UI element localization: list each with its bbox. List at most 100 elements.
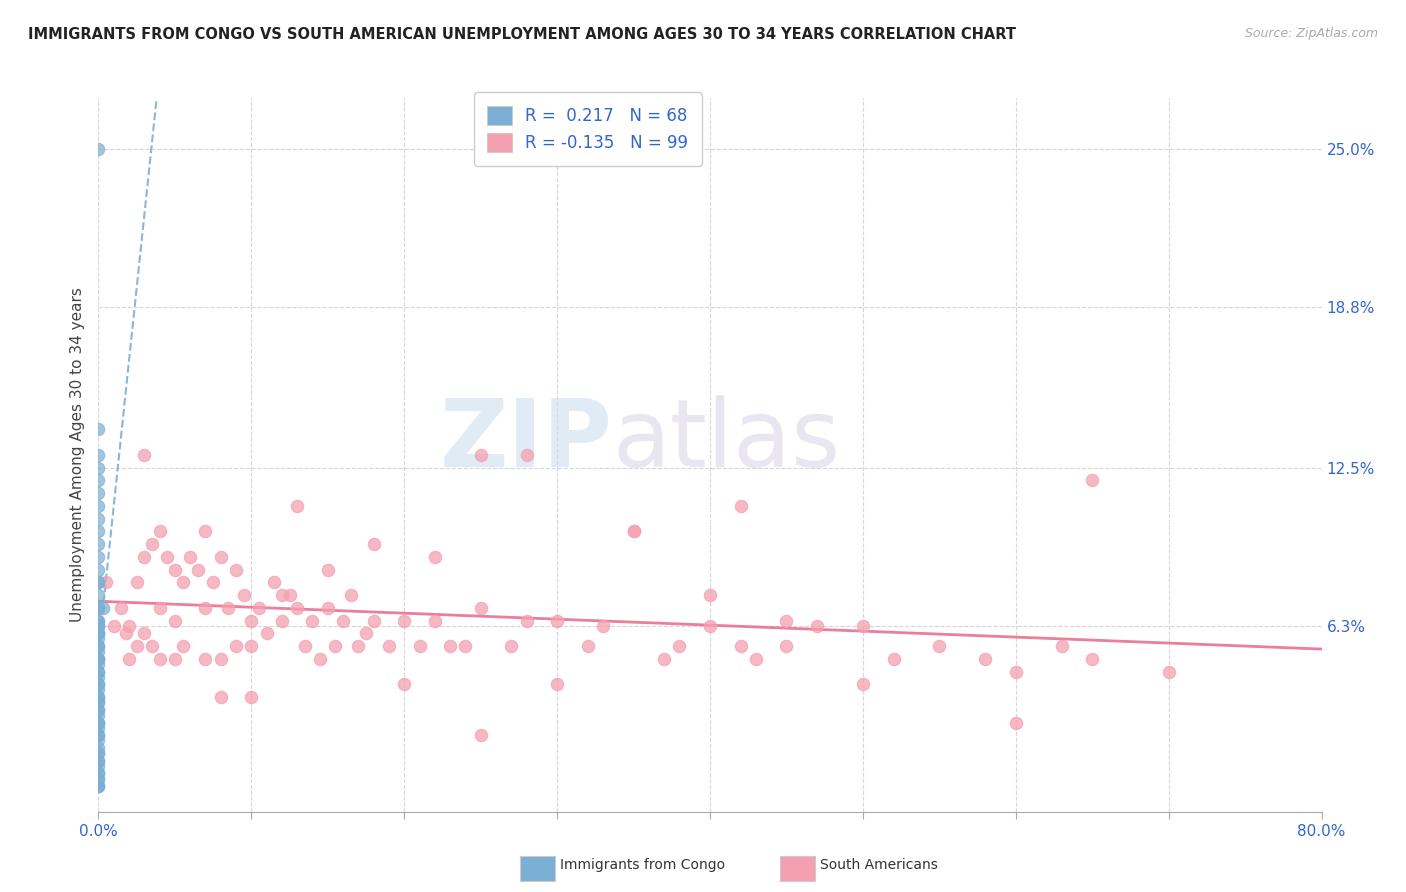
Point <box>87 632 110 646</box>
Point <box>470 728 492 742</box>
Point <box>883 652 905 666</box>
Point <box>87 600 110 615</box>
Text: ZIP: ZIP <box>439 394 612 487</box>
Point <box>699 588 721 602</box>
Point <box>1050 639 1073 653</box>
Point <box>141 537 163 551</box>
Point <box>87 639 110 653</box>
Point <box>309 652 332 666</box>
Point <box>454 639 477 653</box>
Point <box>392 614 416 628</box>
Point <box>87 715 110 730</box>
Point <box>730 639 752 653</box>
Point <box>285 600 308 615</box>
Point <box>730 499 752 513</box>
Point <box>247 600 270 615</box>
Text: South Americans: South Americans <box>820 858 938 872</box>
Point <box>423 614 446 628</box>
Point <box>87 746 110 760</box>
Point <box>163 563 186 577</box>
Point <box>87 600 110 615</box>
Point <box>87 626 110 640</box>
Point <box>1004 665 1026 679</box>
Point <box>1157 665 1180 679</box>
Point <box>240 639 263 653</box>
Point <box>87 772 110 786</box>
Point <box>87 665 110 679</box>
Point <box>187 563 209 577</box>
Point <box>852 618 875 632</box>
Point <box>699 618 721 632</box>
Point <box>87 721 110 735</box>
Point <box>347 639 370 653</box>
Point <box>87 588 110 602</box>
Point <box>339 588 361 602</box>
Point <box>1081 474 1104 488</box>
Point <box>928 639 950 653</box>
Point <box>194 652 217 666</box>
Point <box>87 652 110 666</box>
Point <box>87 600 110 615</box>
Point <box>285 499 308 513</box>
Point <box>87 728 110 742</box>
Point <box>87 626 110 640</box>
Point <box>87 772 110 786</box>
Point <box>87 779 110 793</box>
Point <box>87 677 110 691</box>
Point <box>546 677 568 691</box>
Point <box>546 614 568 628</box>
Point <box>87 474 110 488</box>
Point <box>172 575 194 590</box>
Point <box>209 652 232 666</box>
Point <box>240 690 263 704</box>
Point <box>163 652 186 666</box>
Point <box>87 733 110 747</box>
Point <box>87 575 110 590</box>
Point <box>270 588 292 602</box>
Point <box>209 549 232 564</box>
Point <box>103 618 125 632</box>
Point <box>87 639 110 653</box>
Point <box>87 626 110 640</box>
Legend: R =  0.217   N = 68, R = -0.135   N = 99: R = 0.217 N = 68, R = -0.135 N = 99 <box>474 92 702 166</box>
Point <box>240 614 263 628</box>
Point <box>806 618 828 632</box>
Point <box>87 670 110 684</box>
Point <box>278 588 301 602</box>
Point <box>149 652 172 666</box>
Point <box>516 448 538 462</box>
Point <box>87 759 110 773</box>
Point <box>378 639 401 653</box>
Point <box>194 600 217 615</box>
Point <box>87 524 110 539</box>
Point <box>87 703 110 717</box>
Point <box>301 614 323 628</box>
Point <box>87 703 110 717</box>
Point <box>354 626 377 640</box>
Point <box>87 754 110 768</box>
Point <box>209 690 232 704</box>
Point <box>87 549 110 564</box>
Point <box>516 614 538 628</box>
Point <box>87 665 110 679</box>
Point <box>87 575 110 590</box>
Point <box>87 460 110 475</box>
Point <box>225 563 247 577</box>
Point <box>156 549 179 564</box>
Point <box>87 486 110 500</box>
Point <box>1004 715 1026 730</box>
Point <box>232 588 254 602</box>
Point <box>87 142 110 156</box>
Point <box>87 618 110 632</box>
Point <box>87 614 110 628</box>
Point <box>332 614 354 628</box>
Point <box>87 511 110 525</box>
Point <box>439 639 461 653</box>
Point <box>87 614 110 628</box>
Point <box>87 690 110 704</box>
Point <box>87 754 110 768</box>
Point <box>163 614 186 628</box>
Point <box>745 652 768 666</box>
Point <box>134 549 156 564</box>
Text: atlas: atlas <box>612 394 841 487</box>
